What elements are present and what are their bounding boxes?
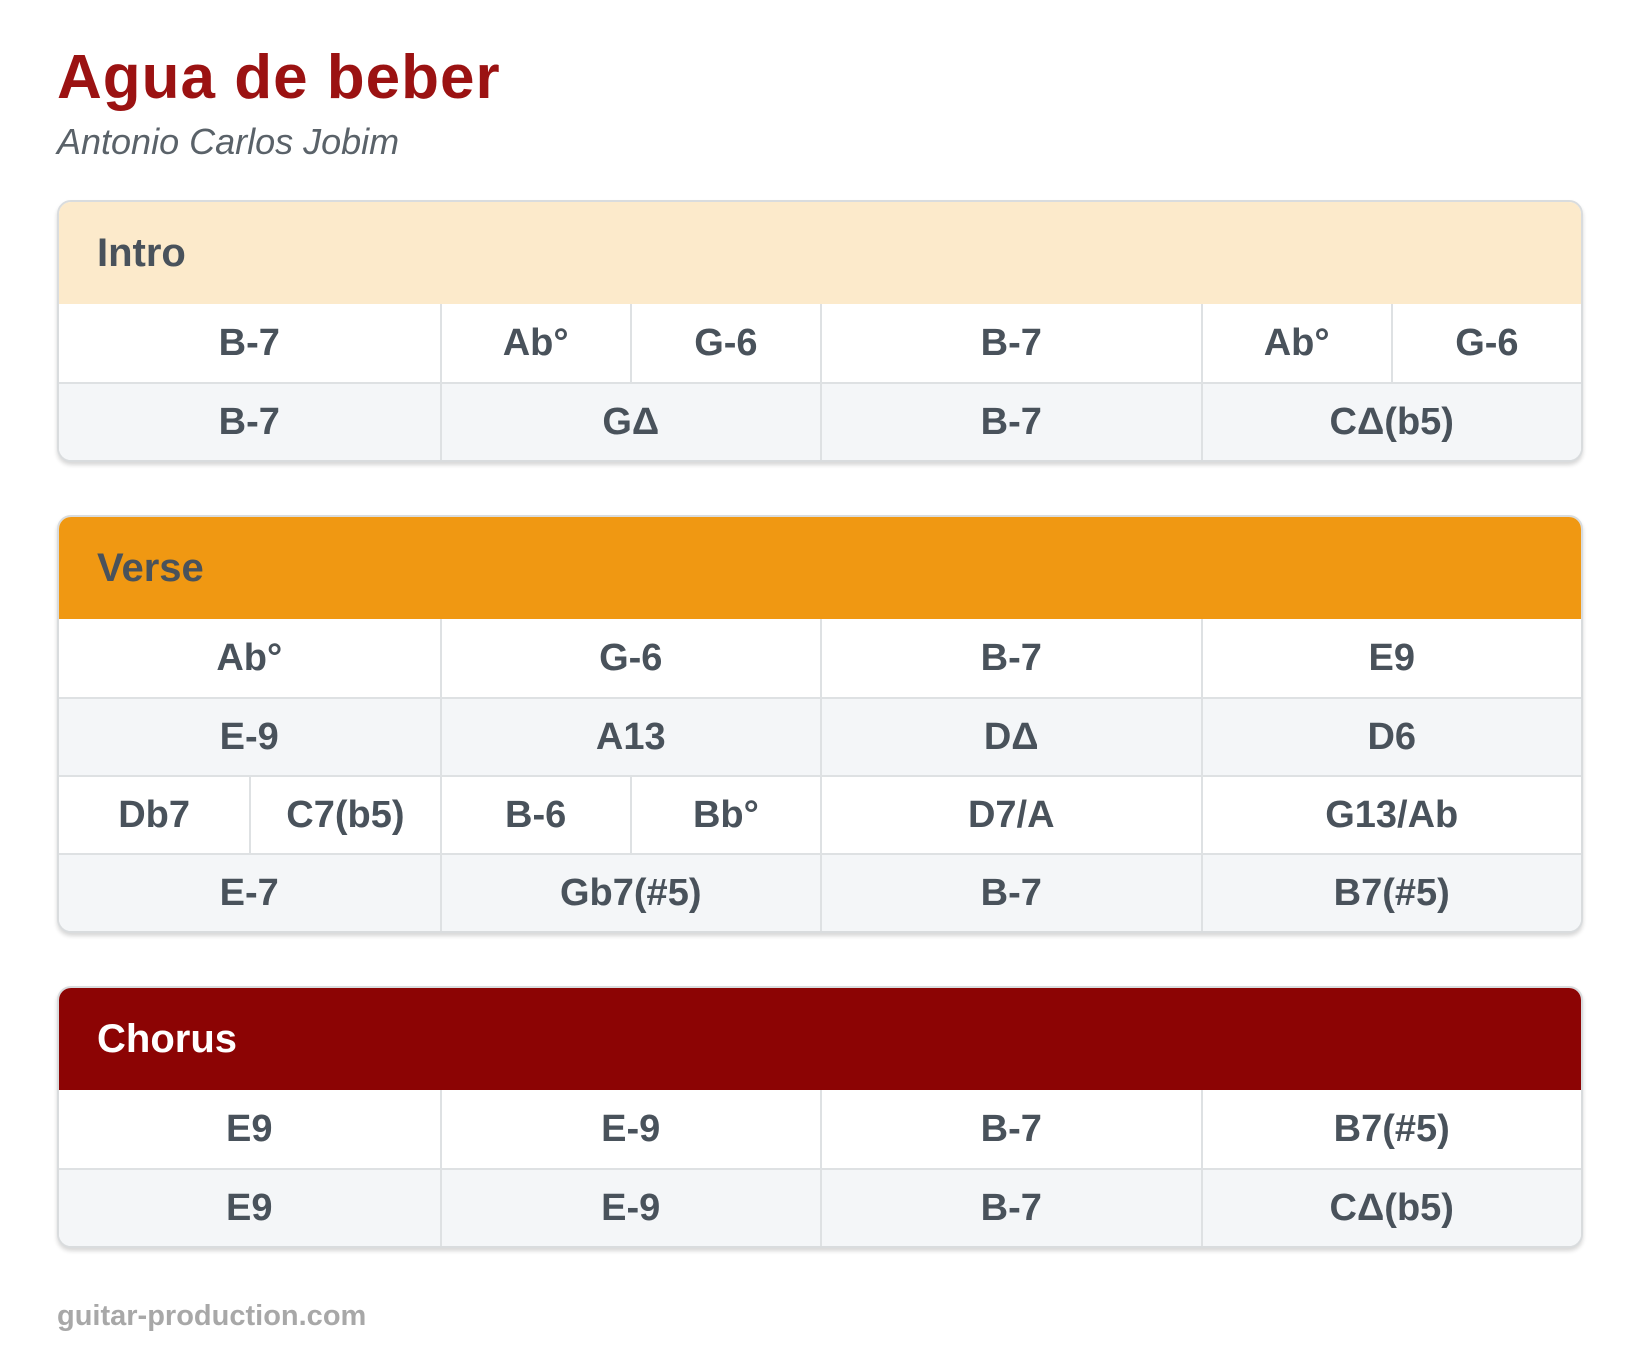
chord-cell: G13/Ab xyxy=(1200,777,1582,853)
chord-row: Ab° G-6 B-7 E9 xyxy=(59,619,1581,697)
chord-cell: E-9 xyxy=(439,1170,821,1246)
chord-cell: GΔ xyxy=(439,384,821,460)
chord-cell: B-7 xyxy=(820,1090,1201,1168)
chord-cell: G-6 xyxy=(439,619,821,697)
site-footer: guitar-production.com xyxy=(57,1300,1583,1333)
section-title: Intro xyxy=(97,230,186,275)
chord-cell: G-6 xyxy=(1390,304,1581,382)
chord-row: Db7 C7(b5) B-6 Bb° D7/A G13/Ab xyxy=(59,775,1581,853)
chord-cell: Db7 xyxy=(118,793,191,836)
section-card-verse: Verse Ab° G-6 B-7 E9 E-9 A13 DΔ D6 Db7 C7(b5) B-6 Bb… xyxy=(57,515,1583,933)
site-url: guitar-production.com xyxy=(57,1300,367,1332)
section-card-intro: Intro B-7 Ab° G-6 B-7 Ab° G-6 B-7 GΔ B-7 CΔ(b5) xyxy=(57,200,1583,462)
chord-cell: A13 xyxy=(439,699,821,775)
chord-cell: B-7 xyxy=(820,1170,1201,1246)
chord-cell: DΔ xyxy=(820,699,1201,775)
section-header-intro: Intro xyxy=(59,202,1581,304)
chord-cell: CΔ(b5) xyxy=(1200,384,1582,460)
chord-cell: B-7 xyxy=(218,321,280,364)
chord-cell: D6 xyxy=(1200,699,1582,775)
chord-cell: C7(b5) xyxy=(249,777,439,853)
chord-cell: B-7 xyxy=(218,400,280,443)
chord-cell: E-9 xyxy=(439,1090,821,1168)
chord-row: E-9 A13 DΔ D6 xyxy=(59,697,1581,775)
section-title: Chorus xyxy=(97,1016,237,1061)
chord-cell: B7(#5) xyxy=(1200,1090,1582,1168)
chord-cell: E9 xyxy=(1200,619,1582,697)
chord-cell: B-7 xyxy=(820,855,1201,931)
chord-cell: Bb° xyxy=(629,777,820,853)
chord-cell: Ab° xyxy=(216,636,283,679)
chord-cell: Ab° xyxy=(1200,304,1391,382)
chord-cell: G-6 xyxy=(629,304,820,382)
chord-cell: B-7 xyxy=(820,384,1201,460)
chord-row: E9 E-9 B-7 B7(#5) xyxy=(59,1090,1581,1168)
chord-cell: B-7 xyxy=(820,304,1201,382)
chord-sheet: Intro B-7 Ab° G-6 B-7 Ab° G-6 B-7 GΔ B-7 CΔ(b5) Ver… xyxy=(57,200,1583,1248)
chord-cell: E9 xyxy=(226,1107,273,1150)
section-card-chorus: Chorus E9 E-9 B-7 B7(#5) E9 E-9 B-7 CΔ(b5) xyxy=(57,986,1583,1248)
chord-cell: B7(#5) xyxy=(1200,855,1582,931)
chord-row: B-7 GΔ B-7 CΔ(b5) xyxy=(59,382,1581,460)
chord-cell: E-7 xyxy=(219,871,279,914)
section-header-chorus: Chorus xyxy=(59,988,1581,1090)
song-title: Agua de beber xyxy=(57,43,501,112)
section-header-verse: Verse xyxy=(59,517,1581,619)
chord-cell: CΔ(b5) xyxy=(1200,1170,1582,1246)
chord-row: E9 E-9 B-7 CΔ(b5) xyxy=(59,1168,1581,1246)
song-artist: Antonio Carlos Jobim xyxy=(57,121,400,162)
chord-cell: Gb7(#5) xyxy=(439,855,821,931)
chord-row: E-7 Gb7(#5) B-7 B7(#5) xyxy=(59,853,1581,931)
chord-cell: D7/A xyxy=(820,777,1201,853)
chord-cell: E-9 xyxy=(219,715,279,758)
chord-cell: E9 xyxy=(226,1186,273,1229)
section-title: Verse xyxy=(97,545,204,590)
chord-cell: B-7 xyxy=(820,619,1201,697)
chord-cell: Ab° xyxy=(439,304,630,382)
chord-cell: B-6 xyxy=(439,777,630,853)
song-header: Agua de beber Antonio Carlos Jobim xyxy=(57,44,1583,164)
chord-row: B-7 Ab° G-6 B-7 Ab° G-6 xyxy=(59,304,1581,382)
